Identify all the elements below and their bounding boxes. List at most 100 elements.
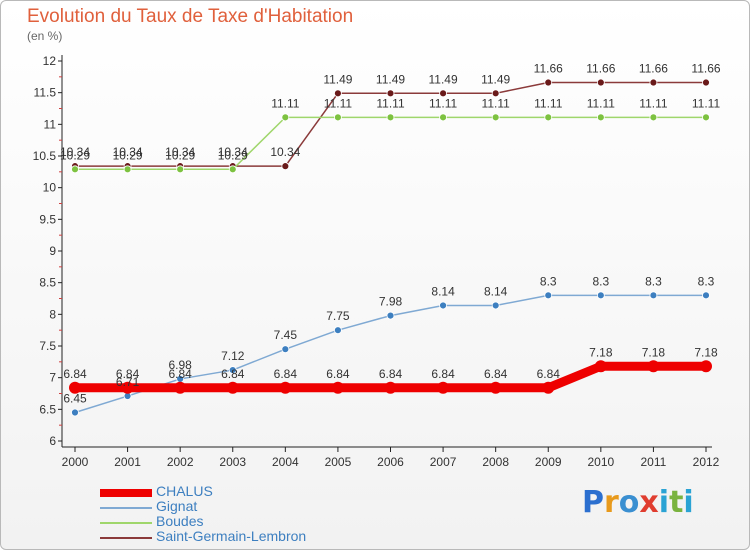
data-point xyxy=(71,408,79,417)
data-label: 10.29 xyxy=(60,148,90,162)
legend-swatch-boudes xyxy=(100,522,152,524)
data-point xyxy=(281,345,290,354)
data-point xyxy=(174,381,187,394)
data-label: 11.11 xyxy=(587,96,616,110)
x-tick-label: 2010 xyxy=(587,455,614,469)
y-tick-label: 6.5 xyxy=(39,402,56,416)
logo-letter: P xyxy=(582,485,604,520)
data-label: 11.66 xyxy=(691,62,720,76)
data-label: 11.11 xyxy=(692,96,721,110)
logo-letter: o xyxy=(618,485,640,520)
data-label: 11.11 xyxy=(639,96,668,110)
data-label: 7.98 xyxy=(379,295,403,309)
data-point xyxy=(228,165,237,174)
data-label: 11.11 xyxy=(429,96,458,110)
y-tick-label: 9.5 xyxy=(39,212,56,226)
legend-swatch-chalus xyxy=(100,489,152,497)
data-label: 10.34 xyxy=(165,145,195,159)
data-point xyxy=(281,113,290,122)
data-label: 10.34 xyxy=(270,145,300,159)
logo-letter: i xyxy=(683,485,694,520)
legend-label-boudes: Boudes xyxy=(156,513,204,529)
data-label: 11.11 xyxy=(271,96,300,110)
data-label: 10.34 xyxy=(218,145,248,159)
data-point xyxy=(439,89,447,98)
data-label: 11.49 xyxy=(376,72,405,86)
logo-letter: t xyxy=(669,485,684,520)
data-label: 10.29 xyxy=(113,148,143,162)
data-label: 6.84 xyxy=(221,367,245,381)
data-label: 6.84 xyxy=(537,367,561,381)
data-point xyxy=(647,360,660,373)
data-point xyxy=(384,381,397,394)
data-label: 7.12 xyxy=(221,349,245,363)
proxiti-logo: Proxiti xyxy=(582,485,694,520)
data-point xyxy=(437,381,450,394)
data-label: 11.11 xyxy=(482,96,511,110)
data-label: 8.3 xyxy=(592,274,609,288)
logo-letter: x xyxy=(639,485,659,520)
data-point xyxy=(69,381,81,394)
data-point xyxy=(491,113,500,122)
data-point xyxy=(594,360,607,373)
y-tick-label: 11 xyxy=(44,117,57,131)
y-tick-label: 8 xyxy=(49,307,56,321)
x-tick-label: 2003 xyxy=(219,455,246,469)
data-label: 6.84 xyxy=(274,367,298,381)
data-point xyxy=(649,78,658,87)
data-point xyxy=(596,78,605,87)
x-tick-label: 2004 xyxy=(272,455,299,469)
logo-letter: i xyxy=(658,485,670,520)
data-label: 8.3 xyxy=(645,274,662,288)
legend-label-gignat: Gignat xyxy=(156,498,198,514)
data-point xyxy=(334,113,342,122)
data-point xyxy=(544,78,553,87)
data-label: 11.66 xyxy=(639,62,668,76)
data-point xyxy=(334,326,342,335)
logo-letter: r xyxy=(604,485,619,520)
data-label: 11.11 xyxy=(534,96,563,110)
x-tick-label: 2006 xyxy=(377,455,404,469)
y-tick-label: 10.5 xyxy=(33,149,57,163)
legend-item-gignat: Gignat xyxy=(100,498,360,516)
x-tick-label: 2002 xyxy=(167,455,194,469)
data-label: 6.84 xyxy=(431,367,455,381)
data-label: 6.71 xyxy=(116,375,140,389)
data-label: 7.18 xyxy=(642,345,666,359)
legend-label-saint-germain-lembron: Saint-Germain-Lembron xyxy=(156,528,307,544)
chart-title: Evolution du Taux de Taxe d'Habitation xyxy=(27,6,354,27)
data-label: 10.34 xyxy=(60,145,90,159)
legend-item-saint-germain-lembron: Saint-Germain-Lembron xyxy=(100,528,360,546)
data-point xyxy=(544,113,553,122)
data-label: 11.11 xyxy=(324,96,353,110)
data-point xyxy=(702,78,710,87)
data-point xyxy=(123,165,132,174)
data-label: 6.84 xyxy=(63,367,87,381)
y-tick-label: 12 xyxy=(43,54,57,68)
data-label: 8.14 xyxy=(484,284,508,298)
data-label: 7.18 xyxy=(589,345,613,359)
data-label: 6.45 xyxy=(63,392,87,406)
data-label: 11.66 xyxy=(534,62,563,76)
data-label: 6.98 xyxy=(168,358,192,372)
data-label: 6.84 xyxy=(168,367,192,381)
data-label: 7.45 xyxy=(274,328,298,342)
chart-subtitle: (en %) xyxy=(27,29,63,43)
data-point xyxy=(386,89,395,98)
data-point xyxy=(700,360,712,373)
legend-label-chalus: CHALUS xyxy=(156,483,213,499)
data-point xyxy=(702,113,710,122)
data-point xyxy=(386,311,395,320)
x-tick-label: 2000 xyxy=(62,455,89,469)
data-point xyxy=(386,113,395,122)
legend-item-boudes: Boudes xyxy=(100,513,360,531)
x-tick-label: 2001 xyxy=(114,455,141,469)
data-label: 11.66 xyxy=(586,62,615,76)
data-label: 11.49 xyxy=(323,72,352,86)
y-tick-label: 8.5 xyxy=(39,276,56,290)
data-label: 11.11 xyxy=(376,96,405,110)
data-label: 10.34 xyxy=(113,145,143,159)
x-tick-label: 2012 xyxy=(693,455,720,469)
